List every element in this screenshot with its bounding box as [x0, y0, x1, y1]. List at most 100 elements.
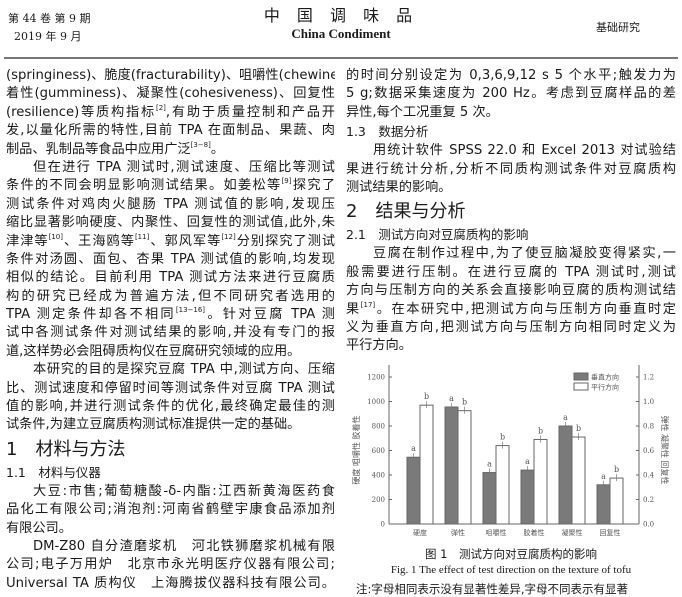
- paragraph: 大豆:市售;葡萄糖酸-δ-内酯:江西新黄海医药食品化工有限公司;消泡剂:河南省鹤…: [6, 483, 335, 538]
- text-line: 着性(gumminess)、凝聚性(cohesiveness)、回复性: [6, 86, 335, 102]
- citation-ref: [11]: [134, 232, 150, 241]
- significance-letter: a: [487, 460, 492, 469]
- significance-letter: b: [500, 433, 505, 442]
- text-line: 公司;电子万用炉 北京市永光明医疗仪器有限公司;: [6, 557, 335, 573]
- significance-letter: b: [576, 424, 581, 433]
- text-line: 条件的不同会明显影响测试结果。如姜松等[9]探究了: [6, 177, 335, 194]
- citation-ref: [9]: [281, 177, 292, 186]
- text-line: 豆腐在制作过程中,为了使豆脑凝胶变得紧实,一: [373, 246, 676, 262]
- text-line: 果进行统计分析,分析不同质构测试条件对豆腐质构: [346, 161, 676, 177]
- significance-letter: a: [449, 394, 454, 403]
- text-line: 异性,每个工况重复 5 次。: [346, 104, 499, 120]
- subsection-heading: 1.1 材料与仪器: [6, 464, 101, 480]
- text-line: 缩比显著影响硬度、内聚性、回复性的测试值,此外,朱: [6, 215, 335, 231]
- text-line: 大豆:市售;葡萄糖酸-δ-内酯:江西新黄海医药食: [33, 483, 335, 499]
- text-line: 平行方向。: [346, 338, 412, 354]
- figure-caption-cn: 图 1 测试方向对豆腐质构的影响: [425, 547, 597, 561]
- significance-letter: a: [525, 457, 530, 466]
- text-line: 用统计软件 SPSS 22.0 和 Excel 2013 对试验结: [373, 143, 676, 159]
- text-line: 试条件,为建立豆腐质构测试标准提供一定的基础。: [6, 417, 301, 433]
- bar-parallel: [571, 436, 586, 525]
- left-tick-label: 600: [372, 447, 385, 455]
- bar-parallel: [457, 410, 472, 525]
- significance-letter: a: [563, 413, 568, 422]
- left-tick-label: 1200: [367, 374, 385, 382]
- right-tick-label: 1.0: [643, 398, 654, 406]
- significance-letter: b: [424, 392, 429, 401]
- text-line: 品化工有限公司;消泡剂:河南省鹤壁宇康食品添加剂: [6, 502, 335, 518]
- text-line: 测试结果的影响。: [346, 179, 452, 195]
- subsection-heading: 2.1 测试方向对豆腐质构的影响: [346, 227, 529, 243]
- figure-note: 注:字母相同表示没有显著性差异,字母不同表示有显著: [356, 582, 629, 596]
- section-heading: 1 材料与方法: [6, 438, 126, 460]
- citation-ref: [12]: [221, 232, 236, 241]
- journal-date: 2019 年 9 月: [14, 30, 82, 43]
- text-line: 构的研究已经成为普遍方法,但不同研究者选用的: [6, 288, 335, 304]
- journal-volume: 第 44 卷 第 9 期: [8, 12, 91, 25]
- right-tick-label: 0.4: [643, 472, 655, 480]
- right-axis-title: 弹性 凝聚性 回复性: [660, 415, 670, 484]
- right-column: 的时间分别设定为 0,3,6,9,12 s 5 个水平;触发力为 5 g;数据采集…: [346, 67, 676, 356]
- text-line: 津津等[10]、王海鸥等[11]、郭风军等[12]分别探究了测试: [6, 232, 335, 249]
- text-line: 方向与压制方向的关系会直接影响豆腐的质构测试结: [346, 283, 676, 299]
- legend-label: 平行方向: [591, 383, 619, 392]
- text-line: 试中各测试条件对测试结果的影响,并没有专门的报: [6, 325, 335, 341]
- x-tick-label: 咀嚼性: [486, 528, 507, 537]
- right-tick-label: 0.0: [643, 521, 654, 529]
- text-line: (resilience)等质构指标[2],有助于质量控制和产品开: [6, 103, 335, 120]
- citation-ref: [10]: [48, 232, 63, 241]
- citation-ref: [2]: [155, 103, 166, 112]
- left-axis-title: 硬度 咀嚼性 胶着性: [351, 415, 361, 484]
- text-line: 制品、乳制品等食品中应用广泛[3−8]。: [6, 140, 225, 157]
- right-tick-label: 0.6: [643, 447, 655, 455]
- text-line: 比、测试速度和停留时间等测试条件对豆腐 TPA 测试: [6, 380, 335, 396]
- left-tick-label: 400: [372, 472, 385, 480]
- text-line: 测试条件对鸡肉火腿肠 TPA 测试值的影响,发现压: [6, 196, 335, 212]
- text-line: 条件对汤圆、面包、杏果 TPA 测试值的影响,均发现: [6, 251, 335, 267]
- text-line: TPA 测定条件却各不相同[13−16]。针对豆腐 TPA 测: [6, 306, 335, 323]
- paragraph: 用统计软件 SPSS 22.0 和 Excel 2013 对试验结果进行统计分析…: [346, 142, 676, 197]
- text-line: Universal TA 质构仪 上海腾拔仪器科技有限公司。: [6, 575, 335, 591]
- journal-title-cn: 中 国 调 味 品: [263, 6, 419, 25]
- text-line: 有限公司。: [6, 520, 72, 536]
- x-tick-label: 回复性: [600, 528, 621, 537]
- left-tick-label: 1000: [367, 398, 385, 406]
- journal-title-en: China Condiment: [291, 26, 391, 41]
- text-line: 值的影响,并进行测试条件的优化,最终确定最佳的测: [6, 399, 335, 415]
- text-line: 但在进行 TPA 测试时,测试速度、压缩比等测试: [33, 159, 335, 175]
- text-line: (springiness)、脆度(fracturability)、咀嚼性(che…: [6, 68, 335, 83]
- right-tick-label: 0.8: [643, 423, 654, 431]
- x-tick-label: 弹性: [451, 528, 465, 537]
- bar-vertical: [596, 484, 611, 525]
- bar-vertical: [520, 469, 535, 525]
- bar-vertical: [482, 472, 497, 525]
- left-column: (springiness)、脆度(fracturability)、咀嚼性(che…: [6, 67, 335, 593]
- paragraph: 本研究的目的是探究豆腐 TPA 中,测试方向、压缩 比、测试速度和停留时间等测试条…: [6, 361, 335, 435]
- text-line: 5 g;数据采集速度为 200 Hz。考虑到豆腐样品的差: [346, 86, 676, 102]
- header-rule: [4, 57, 678, 59]
- legend-label: 垂直方向: [591, 373, 619, 382]
- left-tick-label: 800: [372, 423, 385, 431]
- legend-swatch: [573, 372, 589, 381]
- figure-caption-en: Fig. 1 The effect of test direction on t…: [390, 564, 632, 576]
- legend-swatch: [573, 382, 589, 391]
- bar-vertical: [406, 456, 421, 525]
- text-line: 义为垂直方向,把测试方向与压制方向相同时定义为: [346, 319, 676, 335]
- x-tick-label: 凝聚性: [562, 528, 583, 537]
- citation-ref: [13−16]: [175, 306, 206, 315]
- citation-ref: [3−8]: [190, 140, 211, 149]
- text-line: 果[17]。在本研究中,把测试方向与压制方向垂直时定: [346, 300, 676, 317]
- paragraph: (springiness)、脆度(fracturability)、咀嚼性(che…: [6, 67, 335, 159]
- figure-1-chart: 0 200 400 600 800 1000 1200 0.0 0.2 0.4 0.6 0.8 1.0 1…: [351, 365, 670, 537]
- significance-letter: b: [462, 398, 467, 407]
- paragraph: 的时间分别设定为 0,3,6,9,12 s 5 个水平;触发力为 5 g;数据采集…: [346, 67, 676, 122]
- significance-letter: b: [538, 426, 543, 435]
- significance-letter: a: [411, 444, 416, 453]
- text-line: 发,以量化所需的特性,目前 TPA 在面制品、果蔬、肉: [6, 123, 335, 139]
- right-tick-label: 0.2: [643, 496, 654, 504]
- bar-parallel: [533, 438, 548, 525]
- bar-parallel: [495, 445, 510, 525]
- bar-vertical: [558, 425, 573, 525]
- x-tick-label: 胶着性: [524, 528, 545, 537]
- significance-letter: a: [601, 472, 606, 481]
